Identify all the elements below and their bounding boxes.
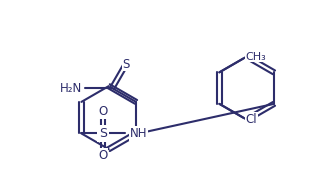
Text: O: O: [99, 105, 108, 118]
Text: S: S: [122, 58, 130, 71]
Text: Cl: Cl: [245, 113, 257, 126]
Text: S: S: [99, 127, 107, 140]
Text: NH: NH: [130, 127, 147, 140]
Text: CH₃: CH₃: [245, 51, 266, 62]
Text: O: O: [99, 149, 108, 162]
Text: H₂N: H₂N: [60, 82, 83, 95]
